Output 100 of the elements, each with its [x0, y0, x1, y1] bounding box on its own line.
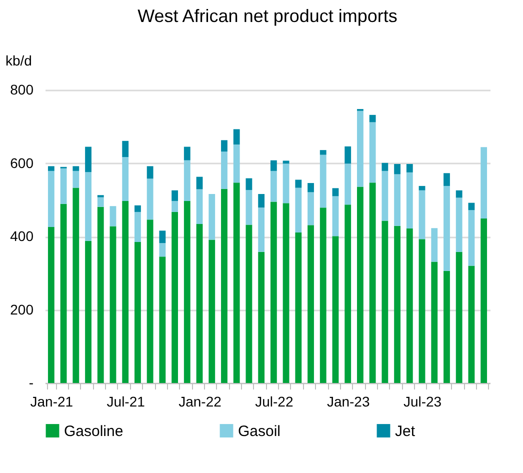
bar	[320, 150, 326, 155]
y-tick-label: 200	[10, 301, 34, 318]
bar	[258, 208, 265, 252]
legend-label: Jet	[395, 422, 416, 440]
bar	[394, 226, 400, 383]
bar	[394, 164, 400, 174]
bar	[110, 206, 116, 226]
bar	[282, 203, 290, 383]
bar	[382, 162, 388, 171]
bar	[172, 200, 178, 212]
bar	[246, 224, 252, 383]
bar	[85, 240, 92, 383]
bar	[172, 212, 178, 383]
bar	[320, 154, 326, 208]
bar	[48, 166, 54, 171]
bar	[295, 180, 302, 188]
bar	[282, 160, 290, 164]
bar	[456, 252, 462, 383]
bar	[418, 239, 426, 383]
bar	[270, 170, 277, 202]
bar	[172, 190, 178, 201]
bar	[357, 110, 364, 187]
bar	[60, 168, 67, 204]
bar	[344, 204, 352, 383]
bar	[221, 152, 228, 189]
bar	[357, 186, 364, 383]
bar	[332, 188, 339, 196]
bar	[308, 192, 314, 226]
y-tick-label: 600	[10, 154, 34, 171]
legend-label: Gasoil	[238, 422, 281, 440]
bar	[146, 166, 154, 179]
bar	[308, 183, 314, 192]
bar	[85, 146, 92, 172]
x-tick-label: Jul-23	[403, 394, 442, 410]
bar	[456, 198, 462, 252]
y-tick-label: -	[28, 374, 34, 390]
bar	[431, 262, 438, 383]
bar	[444, 186, 450, 271]
bar	[159, 230, 166, 244]
bar	[295, 232, 302, 383]
bar	[282, 164, 290, 204]
bar	[258, 252, 265, 383]
bar	[320, 208, 326, 383]
bar	[196, 189, 203, 224]
bar	[369, 122, 376, 183]
bar	[468, 266, 475, 383]
bar	[110, 226, 116, 383]
bar	[159, 243, 166, 257]
bar	[295, 188, 302, 232]
bar	[246, 190, 252, 225]
bar	[85, 172, 92, 241]
bar	[344, 146, 352, 164]
bar	[134, 212, 141, 242]
bar	[233, 182, 240, 383]
bar	[122, 140, 129, 158]
bar	[72, 166, 80, 171]
bar	[456, 190, 462, 198]
bar	[72, 188, 80, 383]
bar	[382, 170, 388, 221]
bar	[418, 190, 426, 240]
bar	[369, 114, 376, 122]
bar	[134, 242, 141, 383]
x-tick-label: Jan-23	[326, 394, 370, 410]
bar	[233, 144, 240, 183]
bar	[431, 228, 438, 262]
bar	[146, 178, 154, 220]
bar	[444, 270, 450, 383]
bar	[270, 160, 277, 171]
bar	[221, 140, 228, 152]
bar	[406, 172, 413, 228]
bar	[246, 178, 252, 190]
x-tick-label: Jan-22	[178, 394, 222, 410]
bar	[184, 146, 190, 160]
bar	[208, 194, 216, 240]
x-tick-label: Jan-21	[30, 394, 74, 410]
bar	[196, 176, 203, 190]
bar	[122, 157, 129, 201]
bar	[382, 220, 388, 383]
x-tick-label: Jul-22	[255, 394, 294, 410]
bar	[97, 206, 104, 383]
bar	[48, 170, 54, 227]
y-axis-title: kb/d	[6, 52, 32, 68]
bar	[97, 197, 104, 207]
bar	[406, 228, 413, 383]
bar	[146, 220, 154, 383]
bar	[60, 204, 67, 383]
x-tick-label: Jul-21	[106, 394, 146, 410]
bar	[184, 200, 190, 383]
y-tick-label: 800	[10, 82, 34, 98]
bar	[418, 186, 426, 190]
bar	[72, 170, 80, 188]
bar	[308, 225, 314, 383]
bar	[221, 188, 228, 383]
bar	[233, 129, 240, 145]
bar	[394, 174, 400, 226]
bar	[480, 218, 488, 383]
bar	[122, 200, 129, 383]
bar	[332, 236, 339, 383]
bar	[480, 147, 488, 219]
bar	[258, 194, 265, 208]
